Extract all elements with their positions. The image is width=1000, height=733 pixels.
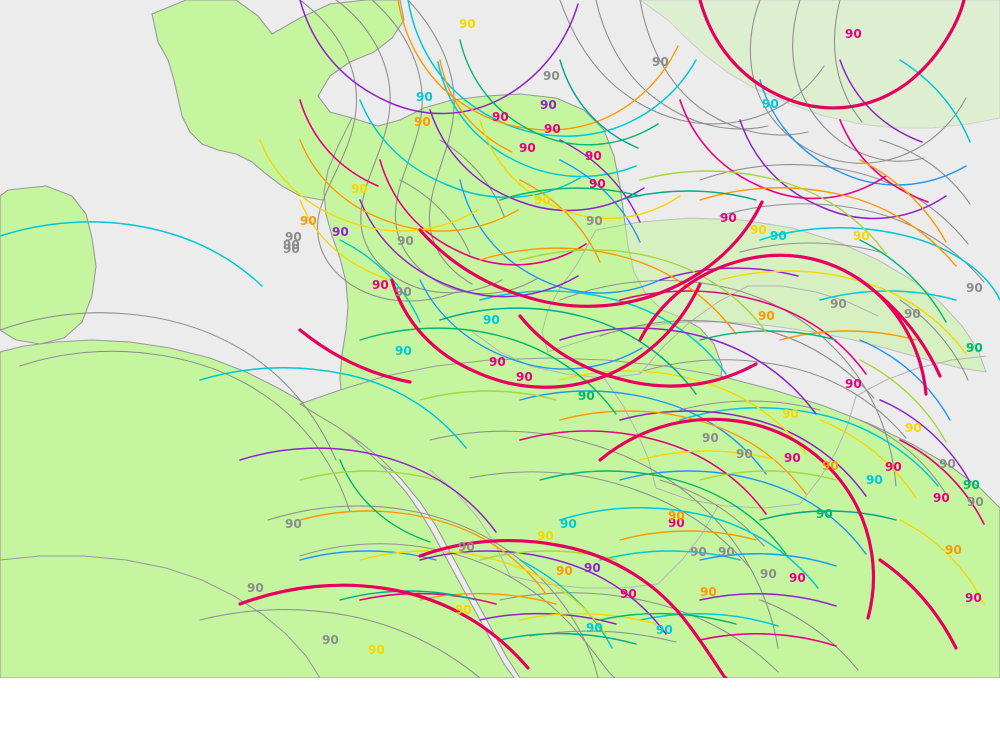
- contour-label-90: 90: [368, 643, 385, 657]
- member-gray-bundle: [0, 0, 985, 678]
- contour-label-90: 90: [516, 370, 533, 384]
- contour-label-90: 90: [578, 389, 595, 403]
- contour-label-90: 90: [395, 285, 412, 299]
- member-cyan-bundle: [0, 0, 1000, 649]
- contour-label-90: 90: [556, 564, 573, 578]
- contour-label-90: 90: [963, 478, 980, 492]
- contour-label-90: 90: [700, 585, 717, 599]
- contour-label-90: 90: [585, 149, 602, 163]
- contour-label-90: 90: [483, 313, 500, 327]
- contour-label-90: 90: [853, 229, 870, 243]
- contour-label-90: 90: [395, 344, 412, 358]
- ensemble-mean: [238, 0, 966, 678]
- contour-label-90: 90: [285, 230, 302, 244]
- contour-label-90: 90: [905, 421, 922, 435]
- contour-label-90: 90: [544, 122, 561, 136]
- contour-label-90: 90: [933, 491, 950, 505]
- contour-label-90: 90: [967, 495, 984, 509]
- land-iberia-nw: [0, 555, 321, 678]
- land-ireland: [0, 185, 97, 345]
- map-canvas[interactable]: 90 90 90 90 90 90 90 90 90 90 90 90 90 9…: [0, 0, 1000, 678]
- contour-label-90: 90: [372, 278, 389, 292]
- contour-label-90: 90: [845, 377, 862, 391]
- contour-label-90: 90: [322, 633, 339, 647]
- contour-label-90: 90: [283, 242, 300, 256]
- contour-label-90: 90: [720, 211, 737, 225]
- land-scandinavia-ne: [639, 0, 1000, 129]
- contour-label-90: 90: [750, 223, 767, 237]
- contour-label-90: 90: [652, 55, 669, 69]
- member-orange-bundle: [299, 0, 957, 605]
- contour-label-90: 90: [762, 97, 779, 111]
- contour-label-90: 90: [668, 509, 685, 523]
- contour-label-90: 90: [965, 591, 982, 605]
- contour-label-90: 90: [247, 581, 264, 595]
- spaghetti-contour-map[interactable]: 90 90 90 90 90 90 90 90 90 90 90 90 90 9…: [0, 0, 1000, 678]
- contour-label-90: 90: [904, 307, 921, 321]
- contour-label-90: 90: [690, 545, 707, 559]
- land-continent-main: [298, 357, 1000, 678]
- contour-label-90: 90: [789, 571, 806, 585]
- contour-label-90: 90: [736, 447, 753, 461]
- contour-label-90: 90: [489, 355, 506, 369]
- contour-label-90: 90: [816, 507, 833, 521]
- contour-label-90: 90: [702, 431, 719, 445]
- contour-label-90: 90: [537, 529, 554, 543]
- contour-label-90: 90: [586, 214, 603, 228]
- contour-label-90: 90: [459, 17, 476, 31]
- contour-label-90: 90: [939, 457, 956, 471]
- contour-label-90: 90: [414, 115, 431, 129]
- contour-label-90: 90: [668, 516, 685, 530]
- contour-label-90: 90: [782, 407, 799, 421]
- caption-footer: RH 700 hPa Spaghetti GFS ENS Isohume: 90…: [0, 678, 1000, 733]
- contour-label-90: 90: [458, 540, 475, 554]
- contour-label-90: 90: [760, 567, 777, 581]
- contour-label-90: 90: [586, 621, 603, 635]
- contour-label-90: 90: [758, 309, 775, 323]
- contour-label-90: 90: [589, 177, 606, 191]
- contour-label-90: 90: [966, 341, 983, 355]
- contour-label-90: 90: [584, 561, 601, 575]
- contour-label-90: 90: [351, 182, 368, 196]
- contour-label-90: 90: [656, 623, 673, 637]
- contour-label-90: 90: [845, 27, 862, 41]
- member-teal-bundle: [339, 59, 897, 645]
- contour-label-90: 90: [519, 141, 536, 155]
- contour-label-90: 90: [770, 229, 787, 243]
- contour-label-90: 90: [945, 543, 962, 557]
- contour-label-90: 90: [718, 545, 735, 559]
- contour-label-90: 90: [543, 69, 560, 83]
- contour-label-90: 90: [283, 238, 300, 252]
- contour-label-90: 90: [620, 587, 637, 601]
- contour-label-90: 90: [966, 281, 983, 295]
- contour-label-90: 90: [560, 517, 577, 531]
- contour-label-90: 90: [455, 603, 472, 617]
- contour-label-90: 90: [285, 517, 302, 531]
- contour-label-90: 90: [830, 297, 847, 311]
- contour-labels: 90 90 90 90 90 90 90 90 90 90 90 90 90 9…: [247, 17, 984, 657]
- contour-label-90: 90: [534, 193, 551, 207]
- contour-label-90: 90: [822, 459, 839, 473]
- ensemble-members: [0, 0, 1000, 678]
- member-yellow-bundle: [259, 119, 985, 635]
- contour-label-90: 90: [416, 90, 433, 104]
- contour-label-90: 90: [332, 225, 349, 239]
- member-blue-bundle: [299, 79, 967, 567]
- contour-label-90: 90: [492, 110, 509, 124]
- contour-label-90: 90: [866, 473, 883, 487]
- contour-label-90: 90: [300, 214, 317, 228]
- contour-label-90: 90: [885, 460, 902, 474]
- contour-label-90: 90: [784, 451, 801, 465]
- contour-label-90: 90: [397, 234, 414, 248]
- contour-label-90: 90: [540, 98, 557, 112]
